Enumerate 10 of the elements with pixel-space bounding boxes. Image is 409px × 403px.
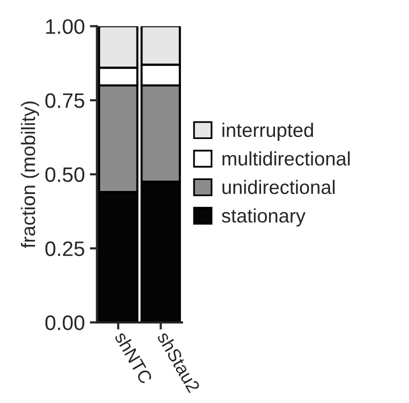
legend-label: multidirectional — [222, 151, 350, 166]
legend-label: stationary — [222, 208, 306, 227]
y-tick-label: 1.00 — [46, 19, 84, 34]
y-tick-label: 0.50 — [45, 167, 84, 182]
legend-label: unidirectional — [222, 180, 335, 194]
legend-label: interrupted — [222, 122, 313, 141]
y-tick-label: 0.00 — [45, 315, 84, 330]
y-tick-label: 0.25 — [45, 241, 84, 256]
y-tick-label: 0.75 — [45, 93, 84, 108]
y-axis-title: fraction (mobility) — [20, 101, 40, 248]
